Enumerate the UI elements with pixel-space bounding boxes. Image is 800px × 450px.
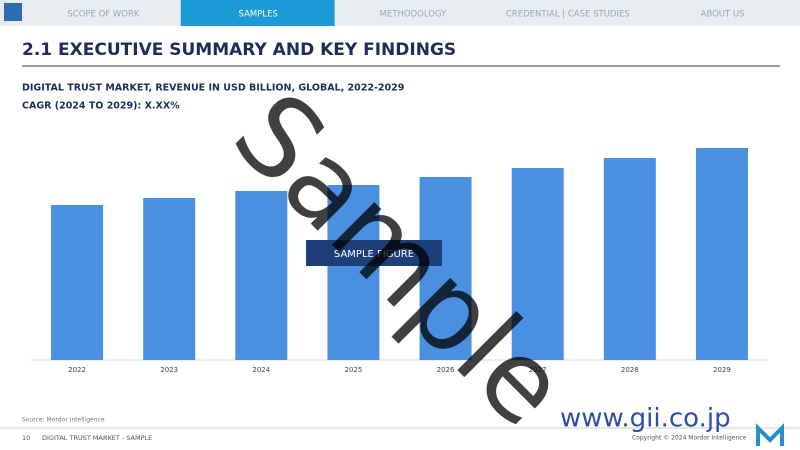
copyright: Copyright © 2024 Mordor Intelligence [632, 435, 747, 442]
nav: SCOPE OF WORK SAMPLES METHODOLOGY CREDENTIA… [26, 0, 799, 26]
annotation: SAMPLE FIGURE [334, 249, 414, 260]
plot: 2022 2023 2024 2025 2026 2027 2028 2029 [31, 148, 768, 374]
annotation-box [306, 240, 442, 266]
bar [51, 205, 104, 360]
nav-tab[interactable] [645, 0, 799, 26]
nav-tab-label[interactable]: ABOUT US [701, 10, 745, 20]
bar [235, 191, 288, 360]
x-tick-label: 2029 [713, 366, 731, 374]
bar [603, 158, 656, 360]
nav-tab-label[interactable]: METHODOLOGY [380, 10, 448, 20]
x-tick-label: 2023 [160, 366, 178, 374]
nav-tab[interactable] [180, 0, 335, 26]
report-name: DIGITAL TRUST MARKET - SAMPLE [42, 434, 152, 442]
x-tick-label: 2025 [345, 366, 363, 374]
footer-logo [756, 423, 784, 446]
bar [327, 185, 380, 360]
nav-tab[interactable] [335, 0, 490, 26]
bar [419, 177, 472, 360]
chart-subtitle: CAGR (2024 TO 2029): X.XX% [22, 101, 180, 112]
x-tick-label: 2022 [68, 366, 86, 374]
site: www.gii.co.jp [560, 404, 731, 434]
bar [511, 168, 564, 360]
logo [4, 3, 22, 21]
source: Source: Mordor Intelligence [22, 417, 105, 424]
x-tick-label: 2026 [437, 366, 455, 374]
nav-tab-label[interactable]: CREDENTIAL | CASE STUDIES [506, 10, 630, 20]
chart-title: DIGITAL TRUST MARKET, REVENUE IN USD BIL… [22, 83, 404, 94]
nav-tab-label[interactable]: SAMPLES [239, 10, 278, 20]
x-tick-label: 2027 [529, 366, 547, 374]
bar [143, 198, 196, 360]
bar [695, 148, 748, 360]
x-tick-label: 2028 [621, 366, 639, 374]
page-title: 2.1 EXECUTIVE SUMMARY AND KEY FINDINGS [22, 40, 456, 60]
nav-tab[interactable] [490, 0, 645, 26]
nav-tab[interactable] [26, 0, 180, 26]
page-number: 10 [22, 434, 30, 442]
nav-tab-label[interactable]: SCOPE OF WORK [67, 10, 140, 20]
x-tick-label: 2024 [252, 366, 270, 374]
